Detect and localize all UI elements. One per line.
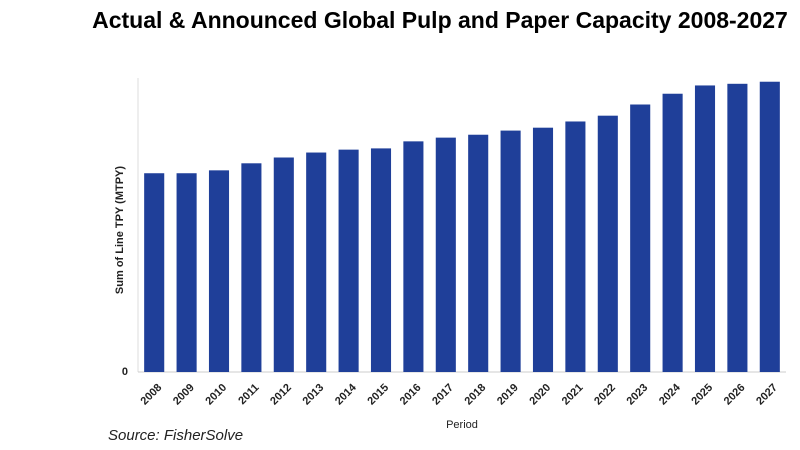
bar bbox=[338, 149, 359, 372]
x-tick-label: 2015 bbox=[365, 382, 391, 408]
x-tick-label: 2027 bbox=[754, 382, 780, 408]
x-tick-label: 2021 bbox=[560, 382, 586, 408]
chart-title: Actual & Announced Global Pulp and Paper… bbox=[92, 7, 788, 33]
x-axis-label: Period bbox=[446, 419, 478, 431]
x-tick-label: 2016 bbox=[398, 382, 424, 408]
x-tick-label: 2020 bbox=[527, 382, 553, 408]
x-tick-label: 2017 bbox=[430, 382, 456, 408]
x-tick-label: 2023 bbox=[625, 382, 651, 408]
bar bbox=[435, 137, 456, 372]
bar bbox=[759, 81, 780, 373]
bar bbox=[532, 127, 554, 372]
y-axis-label: Sum of Line TPY (MTPY) bbox=[114, 166, 126, 294]
x-tick-label: 2025 bbox=[689, 382, 715, 408]
bar bbox=[630, 104, 651, 373]
x-tick-label: 2010 bbox=[203, 382, 229, 408]
x-tick-label: 2018 bbox=[463, 382, 489, 408]
bar bbox=[694, 85, 716, 372]
bar bbox=[273, 157, 294, 372]
x-tick-label: 2008 bbox=[139, 382, 165, 408]
x-tick-label: 2009 bbox=[171, 382, 197, 408]
bar bbox=[241, 163, 262, 372]
bar bbox=[403, 141, 424, 372]
x-tick-label: 2011 bbox=[236, 382, 261, 407]
x-tick-label: 2019 bbox=[495, 382, 521, 408]
bar bbox=[500, 130, 521, 372]
x-tick-label: 2014 bbox=[333, 381, 359, 407]
y-tick-label: 0 bbox=[122, 366, 128, 378]
bar bbox=[208, 170, 230, 372]
x-tick-label: 2022 bbox=[592, 382, 618, 408]
bar bbox=[370, 148, 392, 372]
bar bbox=[144, 173, 165, 372]
bar bbox=[176, 173, 197, 372]
x-tick-label: 2026 bbox=[722, 382, 748, 408]
bar bbox=[727, 83, 748, 372]
bar bbox=[468, 134, 489, 372]
bar bbox=[662, 93, 683, 372]
x-tick-label: 2012 bbox=[268, 382, 294, 408]
source: Source: FisherSolve bbox=[108, 427, 243, 444]
x-tick-label: 2013 bbox=[301, 382, 327, 408]
bar bbox=[597, 115, 618, 372]
x-tick-label: 2024 bbox=[657, 381, 683, 407]
bar bbox=[565, 121, 586, 372]
bar bbox=[306, 152, 327, 372]
